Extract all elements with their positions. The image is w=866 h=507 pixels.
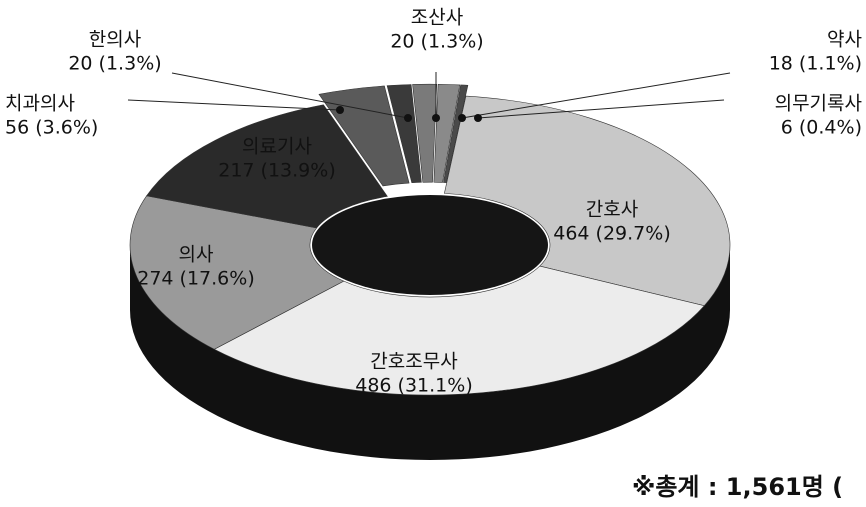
slice-value-label: 217 (13.9%) — [218, 160, 336, 182]
leader-line — [171, 72, 409, 119]
slice-label: 의무기록사 — [775, 93, 862, 115]
slice-value-label: 18 (1.1%) — [769, 53, 862, 75]
leader-dot — [336, 106, 344, 114]
pie-slice — [213, 265, 705, 396]
pie-slice — [386, 84, 422, 184]
leader-dot — [458, 114, 466, 122]
slice-value-label: 20 (1.3%) — [68, 53, 161, 75]
slice-label: 의사 — [179, 244, 214, 266]
pie-side — [130, 245, 730, 460]
leader-line — [477, 99, 725, 119]
donut-hole — [312, 195, 548, 295]
pie-slice — [443, 84, 469, 183]
slice-value-label: 464 (29.7%) — [553, 223, 671, 245]
slice-value-label: 6 (0.4%) — [781, 117, 862, 139]
leader-dot — [474, 114, 482, 122]
slice-value-label: 56 (3.6%) — [5, 117, 98, 139]
slice-label: 의료기사 — [242, 136, 312, 158]
leader-dot — [404, 114, 412, 122]
slice-value-label: 20 (1.3%) — [390, 31, 483, 53]
pie-slice — [433, 83, 461, 183]
slice-label: 간호사 — [586, 199, 638, 221]
leader-line — [461, 72, 731, 119]
slice-value-label: 486 (31.1%) — [355, 375, 473, 397]
slice-label: 간호조무사 — [370, 351, 457, 373]
slice-label: 한의사 — [89, 29, 141, 51]
pie-slice — [129, 195, 345, 350]
slice-value-label: 274 (17.6%) — [137, 268, 255, 290]
pie-slice — [443, 95, 731, 307]
pie-slice — [412, 83, 438, 183]
leader-line — [127, 99, 341, 111]
leader-dot — [432, 114, 440, 122]
slice-label: 약사 — [827, 29, 862, 51]
total-note: ※총계 : 1,561명 ( — [632, 473, 843, 501]
slice-label: 치과의사 — [5, 93, 75, 115]
slice-label: 조산사 — [411, 7, 463, 29]
